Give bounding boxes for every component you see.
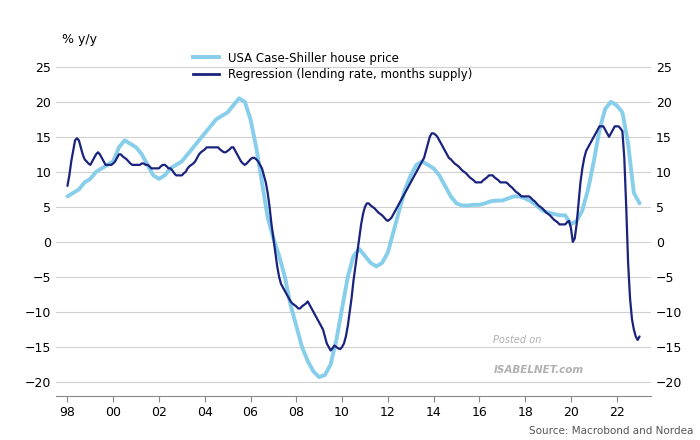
Text: % y/y: % y/y	[62, 33, 97, 46]
Text: Posted on: Posted on	[494, 334, 542, 345]
Text: ISABELNET.com: ISABELNET.com	[494, 365, 584, 375]
Text: Source: Macrobond and Nordea: Source: Macrobond and Nordea	[528, 425, 693, 436]
Legend: USA Case-Shiller house price, Regression (lending rate, months supply): USA Case-Shiller house price, Regression…	[193, 52, 472, 81]
